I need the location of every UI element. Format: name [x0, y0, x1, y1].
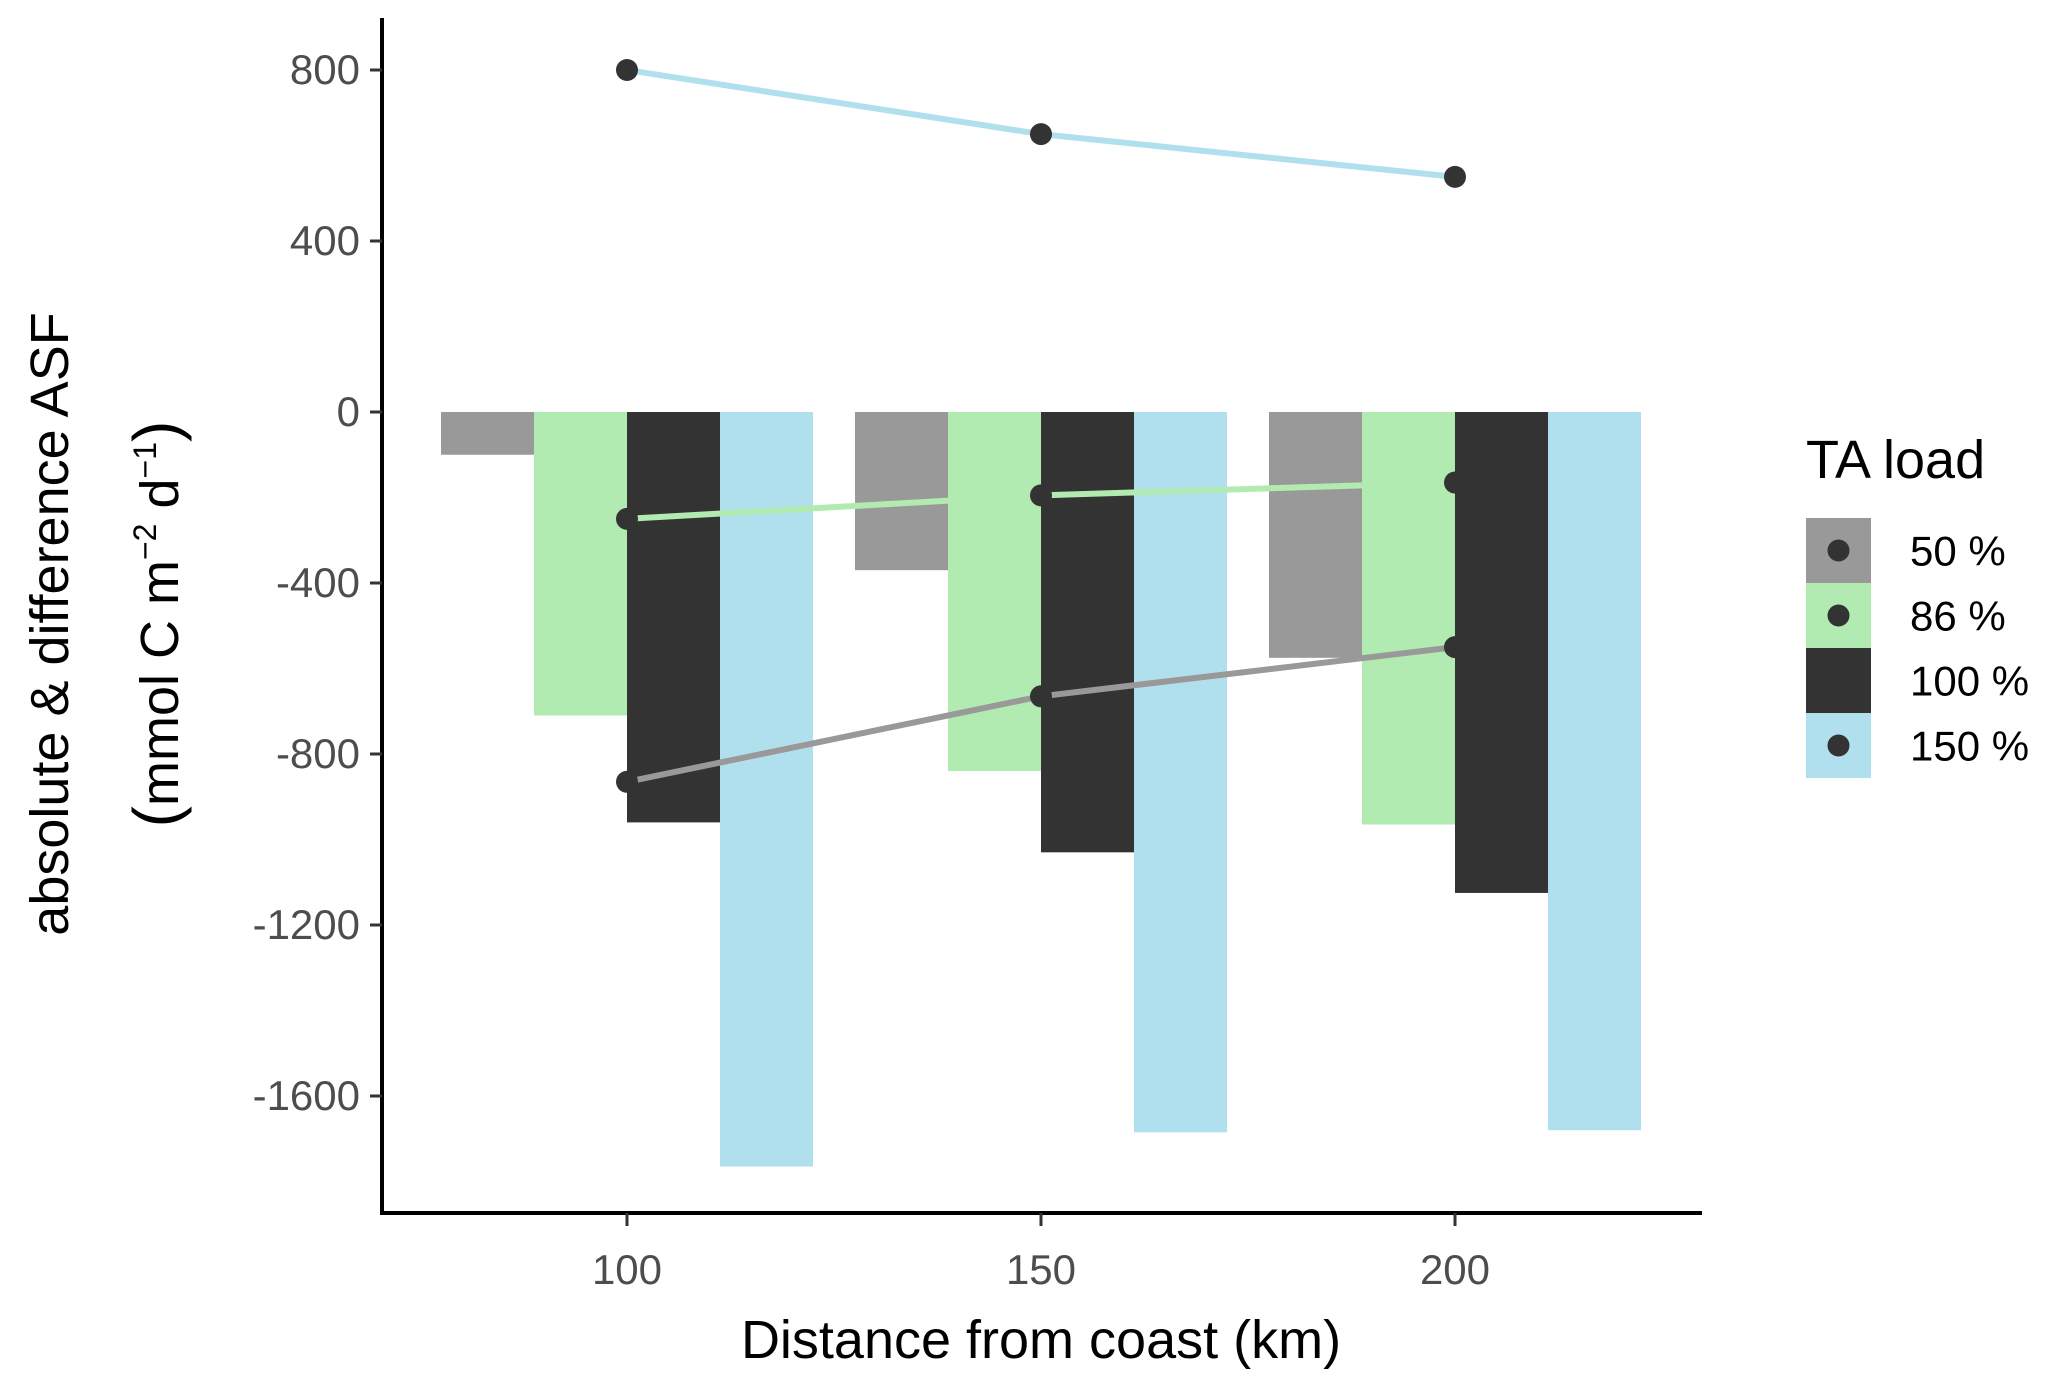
bar-100pct-200km: [1455, 412, 1548, 893]
y-axis-title-close-paren: ): [120, 421, 192, 442]
y-tick-label: -400: [276, 559, 360, 606]
bar-86pct-200km: [1362, 412, 1455, 825]
difference-point-50pct-200km: [1444, 636, 1466, 659]
y-tick-label: -1600: [253, 1072, 360, 1119]
legend-point-100pct: [1827, 669, 1850, 692]
legend-point-150pct: [1827, 734, 1850, 757]
difference-point-86pct-200km: [1444, 471, 1466, 494]
difference-points-layer: [616, 59, 1466, 793]
legend-label-150pct: 150 %: [1910, 723, 2029, 770]
legend-label-50pct: 50 %: [1910, 528, 2006, 575]
y-tick-label: -1200: [253, 901, 360, 948]
bar-50pct-200km: [1269, 412, 1362, 658]
difference-point-150pct-200km: [1444, 165, 1466, 188]
legend-title: TA load: [1806, 430, 1985, 490]
x-tick-label: 150: [1006, 1246, 1076, 1293]
legend-label-86pct: 86 %: [1910, 593, 2006, 640]
bar-100pct-150km: [1041, 412, 1134, 853]
y-axis-title-line2: (mmol C m−2 d−1): [120, 421, 192, 828]
bar-86pct-150km: [948, 412, 1041, 772]
y-tick-label: 0: [337, 388, 360, 435]
y-tick-label: 400: [290, 217, 360, 264]
difference-point-150pct-100km: [616, 59, 638, 81]
difference-point-50pct-150km: [1030, 685, 1052, 708]
y-axis-title-sup1: −2: [127, 524, 163, 560]
legend: TA load 50 % 86 % 100 % 150 %: [1806, 430, 2029, 778]
y-axis-title-units: mmol C m: [130, 560, 190, 806]
legend-point-86pct: [1827, 604, 1850, 627]
x-axis-title: Distance from coast (km): [741, 1310, 1341, 1370]
y-tick-label: 800: [290, 46, 360, 93]
bar-150pct-150km: [1134, 412, 1227, 1133]
bar-86pct-100km: [534, 412, 627, 716]
legend-items: 50 % 86 % 100 % 150 %: [1806, 518, 2029, 778]
bars-layer: [441, 412, 1641, 1167]
difference-point-50pct-100km: [616, 770, 638, 793]
x-tick-label: 200: [1420, 1246, 1490, 1293]
bar-50pct-150km: [855, 412, 948, 571]
y-axis-title-open-paren: (: [120, 806, 192, 827]
legend-label-100pct: 100 %: [1910, 658, 2029, 705]
difference-point-86pct-100km: [616, 507, 638, 530]
legend-point-50pct: [1827, 539, 1850, 562]
x-tick-label: 100: [592, 1246, 662, 1293]
y-axis-title-line1: absolute & difference ASF: [20, 312, 80, 935]
x-axis-ticks: 100 150 200: [592, 1213, 1490, 1293]
bar-100pct-100km: [627, 412, 720, 823]
difference-point-86pct-150km: [1030, 484, 1052, 507]
y-tick-label: -800: [276, 730, 360, 777]
y-axis-ticks: 800 400 0 -400 -800 -1200 -1600: [253, 46, 382, 1119]
bar-150pct-100km: [720, 412, 813, 1167]
y-axis-title-sup2: −1: [127, 442, 163, 478]
difference-point-150pct-150km: [1030, 123, 1052, 146]
bar-50pct-100km: [441, 412, 534, 455]
y-axis-title-units-2: d: [130, 478, 190, 523]
bar-150pct-200km: [1548, 412, 1641, 1131]
